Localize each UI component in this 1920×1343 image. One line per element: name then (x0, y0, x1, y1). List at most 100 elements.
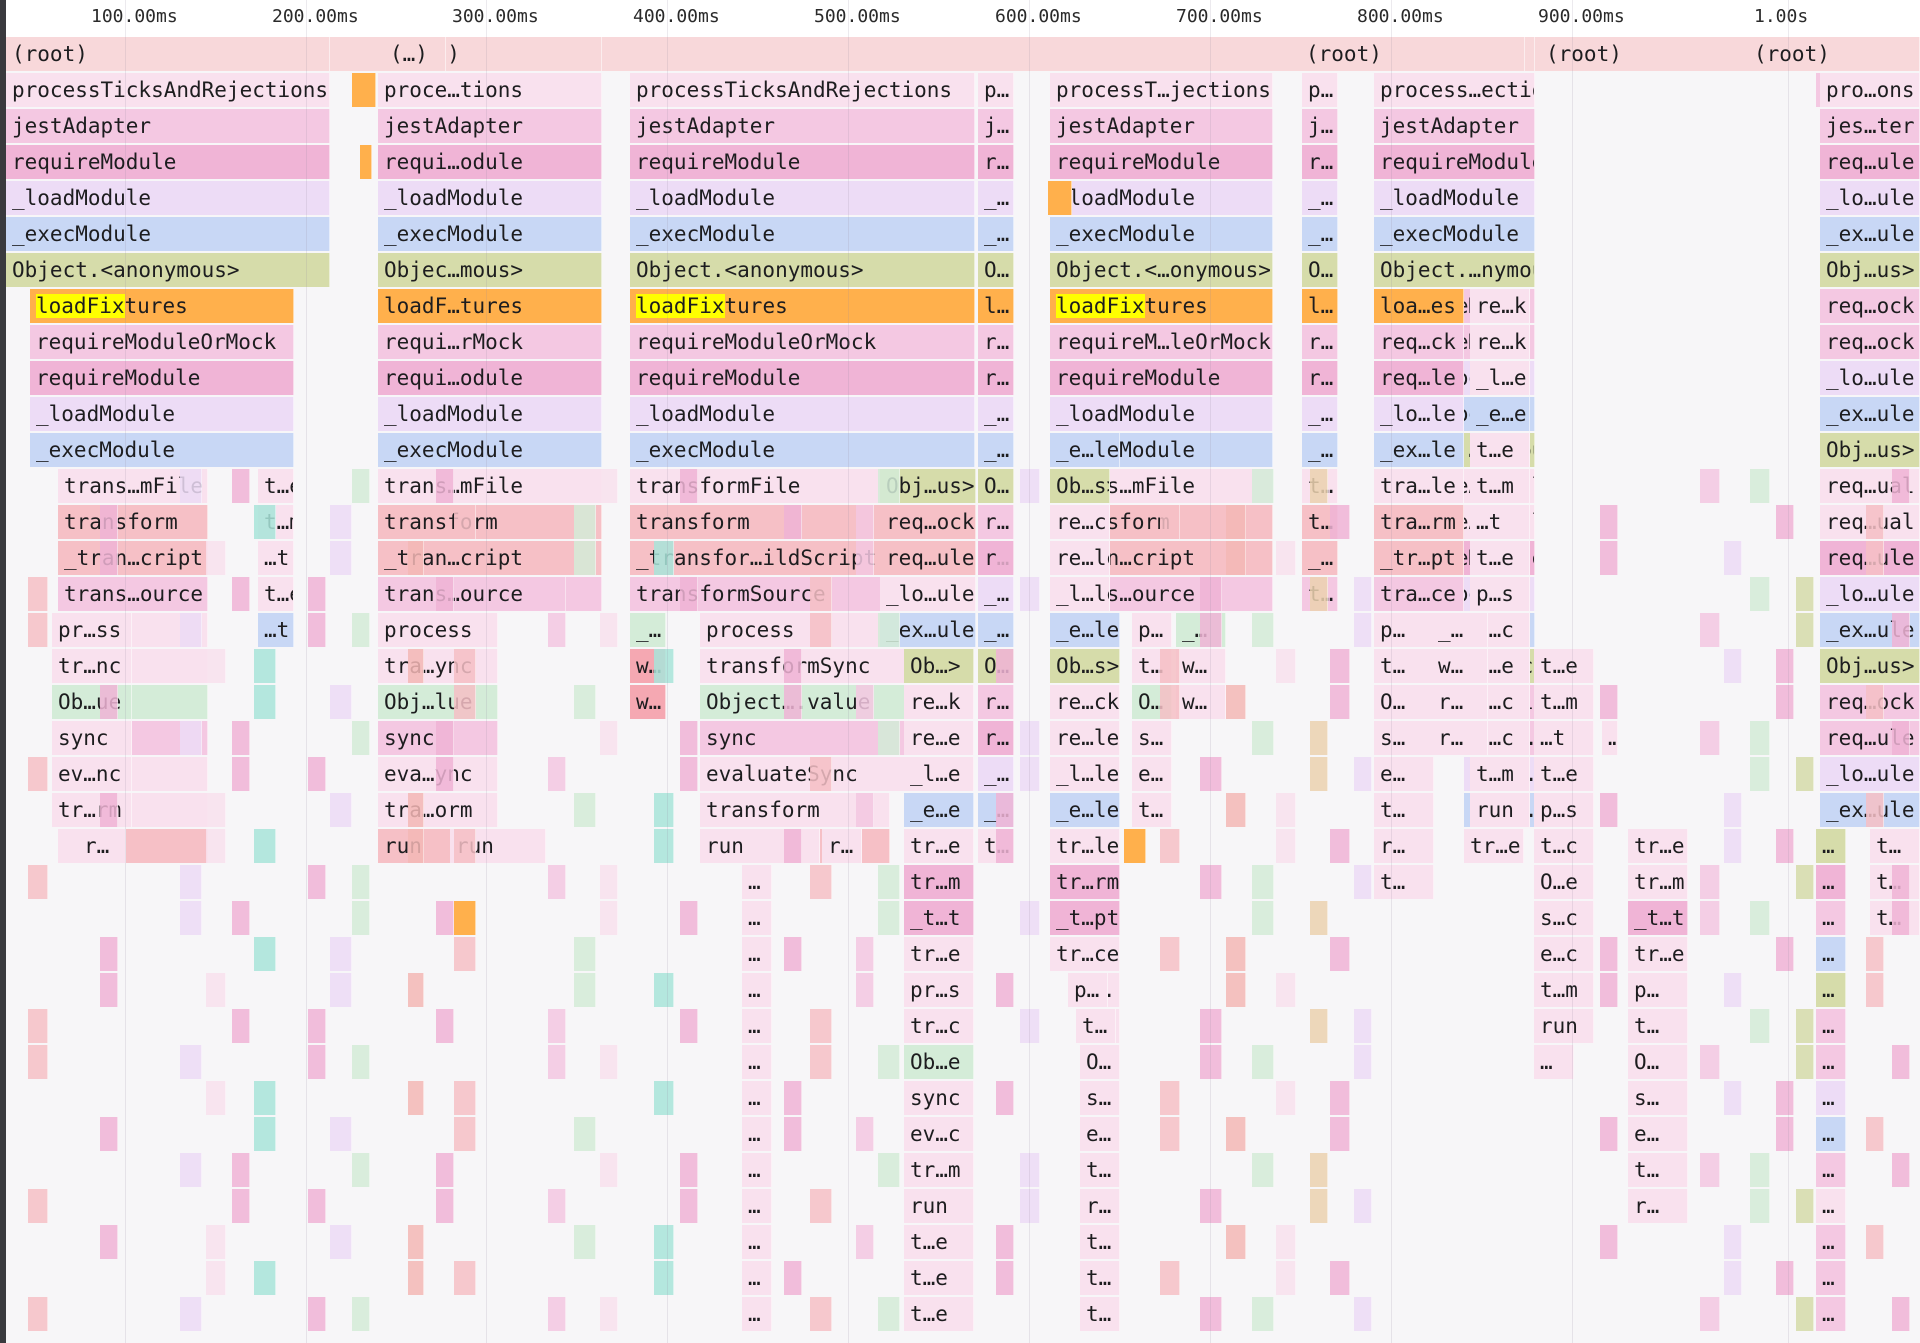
flame-frame-sliver[interactable] (810, 577, 832, 611)
flame-frame-sliver[interactable] (1310, 577, 1328, 611)
flame-frame[interactable]: s… (1080, 1081, 1120, 1115)
flame-frame[interactable]: _… (630, 613, 666, 647)
flame-frame-sliver[interactable] (680, 1009, 698, 1043)
flame-frame[interactable]: process (378, 613, 498, 647)
flame-frame-sliver[interactable] (1750, 1189, 1770, 1223)
flame-frame-sliver[interactable] (600, 613, 618, 647)
flame-frame[interactable]: tra…rm (1374, 505, 1464, 539)
flame-frame-sliver[interactable] (878, 1297, 900, 1331)
flame-frame-sliver[interactable] (1160, 1117, 1180, 1151)
flame-frame[interactable]: processTicksAndRejections (630, 73, 975, 107)
flame-frame-sliver[interactable] (1796, 1297, 1814, 1331)
flame-frame[interactable]: _l…e (1470, 361, 1530, 395)
flame-frame-sliver[interactable] (436, 1189, 454, 1223)
flame-frame-sliver[interactable] (1252, 613, 1274, 647)
flame-frame[interactable]: tra…ync (378, 649, 498, 683)
flame-frame[interactable]: _… (1302, 217, 1338, 251)
flame-frame-sliver[interactable] (600, 721, 618, 755)
flame-frame[interactable]: t…e (1470, 541, 1530, 575)
flame-frame-sliver[interactable] (1776, 685, 1794, 719)
flame-frame[interactable]: Object.<anonymous> (630, 253, 975, 287)
flame-frame-sliver[interactable] (1796, 865, 1814, 899)
flame-frame-sliver[interactable] (1252, 901, 1274, 935)
flame-frame[interactable]: w… (630, 685, 666, 719)
flame-frame[interactable]: requireModule (1050, 361, 1273, 395)
flame-frame-sliver[interactable] (1330, 1261, 1350, 1295)
flame-frame[interactable]: _loadModule (378, 397, 602, 431)
flame-frame-sliver[interactable] (784, 1261, 802, 1295)
flame-frame[interactable]: pro…ons (1820, 73, 1920, 107)
flame-frame[interactable]: p… (1374, 613, 1434, 647)
flame-frame-sliver[interactable] (352, 721, 370, 755)
flame-frame-sliver[interactable] (1892, 721, 1910, 755)
flame-frame[interactable]: t…e (904, 1261, 974, 1295)
flame-frame-sliver[interactable] (1354, 613, 1372, 647)
flame-frame[interactable]: _execModule (30, 433, 294, 467)
flame-frame-sliver[interactable] (600, 1153, 618, 1187)
flame-frame-sliver[interactable] (308, 757, 326, 791)
flame-frame-sliver[interactable] (330, 505, 352, 539)
flame-frame[interactable]: O… (1302, 253, 1338, 287)
flame-frame[interactable]: _e…e (1470, 397, 1530, 431)
flame-frame-sliver[interactable] (254, 1081, 276, 1115)
flame-frame[interactable]: _loadModule (378, 181, 602, 215)
flame-frame[interactable]: … (742, 1045, 772, 1079)
flame-frame[interactable]: _loadModule (630, 397, 975, 431)
flame-frame[interactable]: tr…m (1628, 865, 1688, 899)
flame-frame-sliver[interactable] (180, 469, 202, 503)
flame-frame-sliver[interactable] (1160, 1081, 1180, 1115)
flame-frame-sliver[interactable] (408, 1081, 424, 1115)
flame-frame-sliver[interactable] (1160, 829, 1180, 863)
flame-frame-sliver[interactable] (1160, 649, 1180, 683)
flame-frame-sliver[interactable] (600, 1045, 618, 1079)
flame-frame[interactable]: requireModule (630, 361, 975, 395)
flame-frame[interactable]: Obj…us> (1820, 253, 1920, 287)
flame-frame[interactable]: _… (978, 613, 1014, 647)
flame-frame[interactable]: …t (1470, 505, 1530, 539)
flame-frame-sliver[interactable] (1354, 577, 1372, 611)
flame-frame-sliver[interactable] (856, 937, 874, 971)
flame-frame[interactable]: … (1816, 865, 1846, 899)
flame-frame-sliver[interactable] (1796, 757, 1814, 791)
flame-frame-sliver[interactable] (232, 1189, 250, 1223)
flame-frame[interactable]: t… (1080, 1153, 1120, 1187)
flame-frame-sliver[interactable] (810, 865, 832, 899)
flame-frame[interactable]: … (742, 1189, 772, 1223)
flame-frame[interactable]: e… (1628, 1117, 1688, 1151)
flame-frame[interactable]: O… (1080, 1045, 1120, 1079)
flame-frame-sliver[interactable] (600, 865, 618, 899)
flame-frame-sliver[interactable] (856, 793, 874, 827)
flame-frame-sliver[interactable] (352, 865, 370, 899)
flame-frame[interactable]: _loadModule (630, 181, 975, 215)
flame-frame[interactable]: _execModule (630, 217, 975, 251)
flame-frame-sliver[interactable] (1330, 1117, 1350, 1151)
flame-frame[interactable]: jestAdapter (378, 109, 602, 143)
flame-frame[interactable]: req…le (1374, 361, 1464, 395)
flame-frame-sliver[interactable] (330, 793, 352, 827)
flame-frame-sliver[interactable] (28, 1009, 48, 1043)
flame-frame[interactable]: t…e (1534, 757, 1594, 791)
flame-frame-sliver[interactable] (1252, 1297, 1274, 1331)
flame-frame-sliver[interactable] (1276, 829, 1296, 863)
flame-frame[interactable]: tr…m (904, 1153, 974, 1187)
flame-frame[interactable]: re…ck (1050, 685, 1120, 719)
flame-frame[interactable]: _… (1432, 613, 1488, 647)
flame-frame-sliver[interactable] (100, 505, 118, 539)
flame-frame[interactable]: … (742, 1153, 772, 1187)
flame-frame[interactable]: _ex…le (1374, 433, 1464, 467)
flame-frame-sliver[interactable] (1200, 757, 1222, 791)
flame-frame[interactable]: …t (258, 613, 294, 647)
flame-frame[interactable]: req…ule (1820, 145, 1920, 179)
flame-frame-sliver[interactable] (810, 1045, 832, 1079)
flame-frame-sliver[interactable] (680, 1153, 698, 1187)
flame-frame[interactable]: requireModule (30, 361, 294, 395)
flame-frame[interactable]: r… (1374, 829, 1434, 863)
flame-frame[interactable]: transform (58, 505, 208, 539)
flame-frame[interactable]: jestAdapter (1374, 109, 1535, 143)
flame-frame-sliver[interactable] (28, 757, 48, 791)
flame-frame-sliver[interactable] (1276, 649, 1296, 683)
flame-frame[interactable]: p… (1068, 973, 1108, 1007)
flame-frame-sliver[interactable] (548, 1045, 566, 1079)
flame-frame-sliver[interactable] (996, 541, 1014, 575)
